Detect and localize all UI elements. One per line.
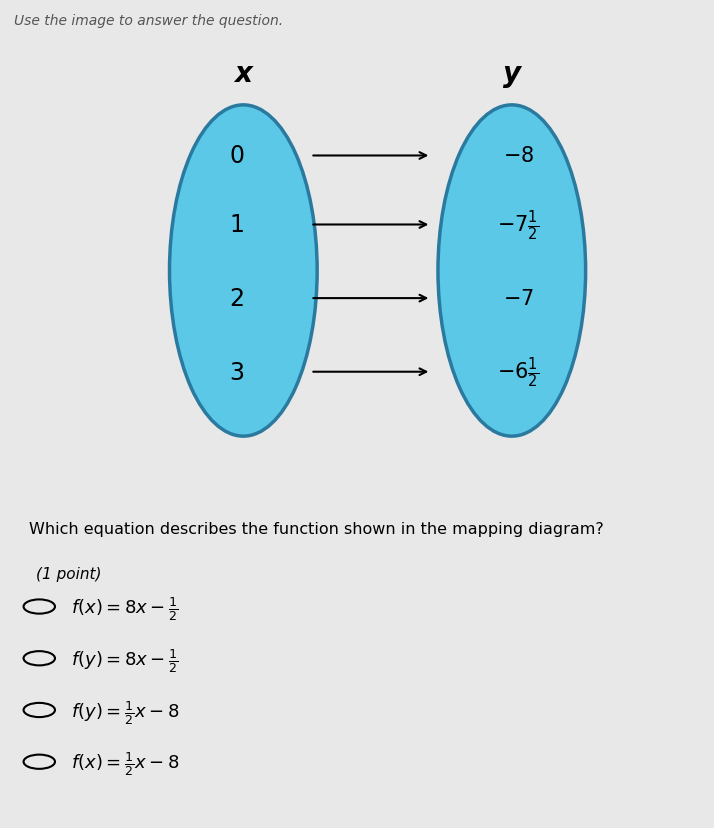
Text: $-6\frac{1}{2}$: $-6\frac{1}{2}$ [498, 355, 540, 389]
Text: 0: 0 [229, 144, 244, 168]
Ellipse shape [438, 106, 585, 436]
Text: Use the image to answer the question.: Use the image to answer the question. [14, 13, 283, 27]
Text: $-8$: $-8$ [503, 147, 534, 166]
Text: $f(x) = \frac{1}{2}x - 8$: $f(x) = \frac{1}{2}x - 8$ [71, 749, 180, 777]
Text: $f(x) = 8x - \frac{1}{2}$: $f(x) = 8x - \frac{1}{2}$ [71, 595, 178, 623]
Text: x: x [234, 60, 252, 88]
Text: $-7\frac{1}{2}$: $-7\frac{1}{2}$ [498, 208, 540, 243]
Text: $f(y) = \frac{1}{2}x - 8$: $f(y) = \frac{1}{2}x - 8$ [71, 698, 180, 725]
Text: (1 point): (1 point) [36, 566, 101, 581]
Ellipse shape [169, 106, 317, 436]
Text: y: y [503, 60, 521, 88]
Text: Which equation describes the function shown in the mapping diagram?: Which equation describes the function sh… [29, 522, 603, 537]
Text: 2: 2 [229, 286, 244, 310]
Text: $-7$: $-7$ [503, 289, 534, 309]
Text: 1: 1 [229, 214, 244, 237]
Text: 3: 3 [229, 360, 244, 384]
Text: $f(y) = 8x - \frac{1}{2}$: $f(y) = 8x - \frac{1}{2}$ [71, 646, 178, 674]
